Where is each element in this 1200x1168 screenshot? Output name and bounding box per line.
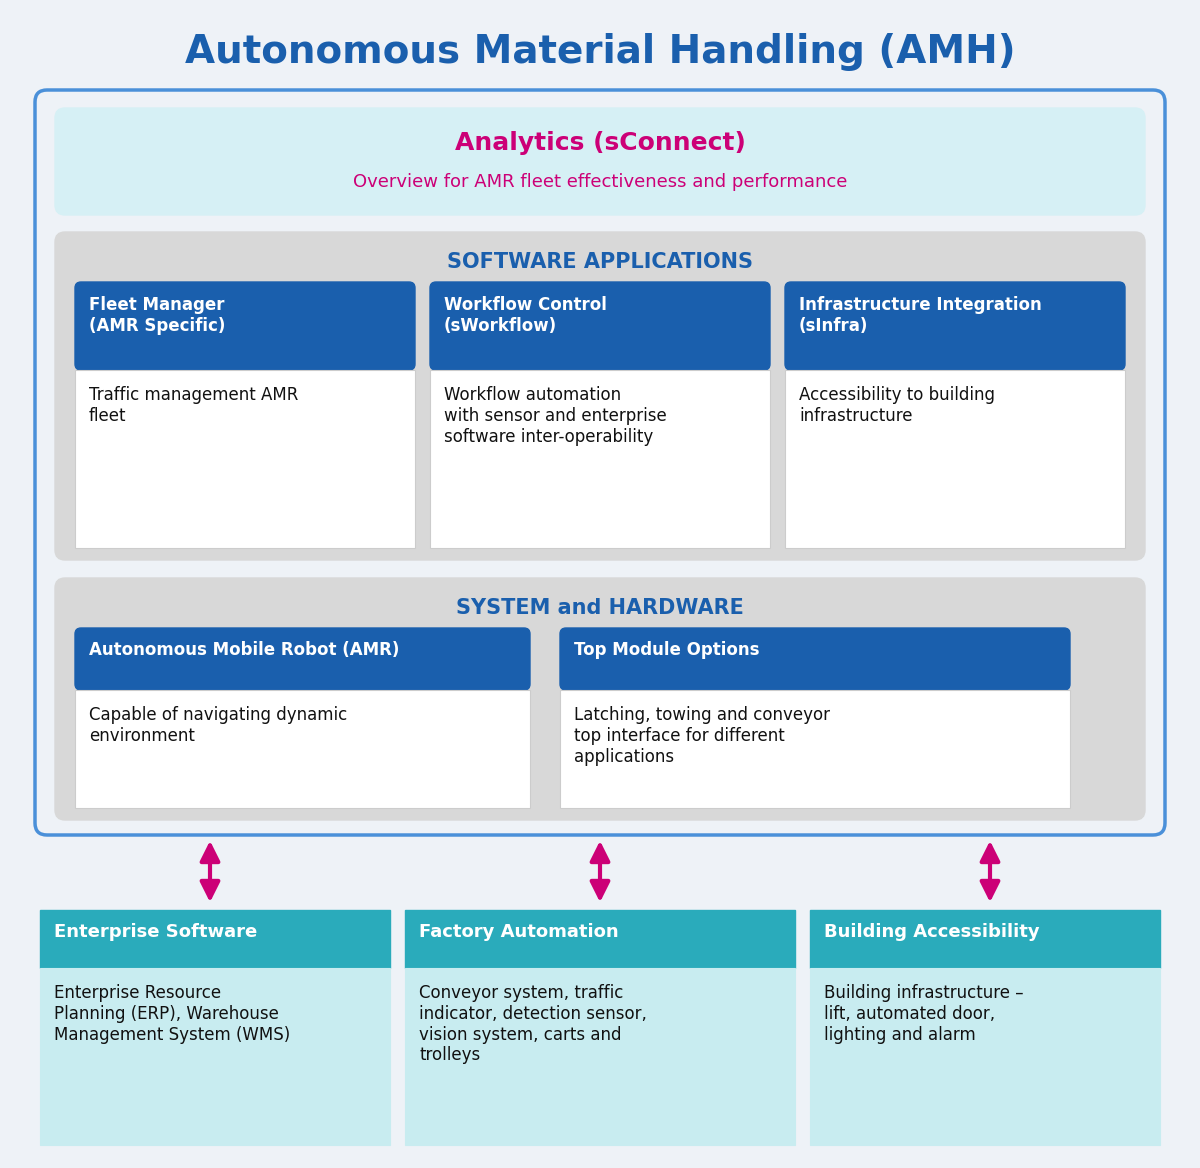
Text: Top Module Options: Top Module Options bbox=[574, 641, 760, 659]
Text: Workflow automation
with sensor and enterprise
software inter-operability: Workflow automation with sensor and ente… bbox=[444, 385, 667, 446]
Bar bbox=[406, 910, 796, 968]
Bar bbox=[74, 370, 415, 548]
Text: Building infrastructure –
lift, automated door,
lighting and alarm: Building infrastructure – lift, automate… bbox=[824, 983, 1024, 1043]
Bar bbox=[40, 910, 390, 968]
Text: Overview for AMR fleet effectiveness and performance: Overview for AMR fleet effectiveness and… bbox=[353, 173, 847, 192]
FancyBboxPatch shape bbox=[55, 107, 1145, 215]
FancyBboxPatch shape bbox=[35, 90, 1165, 835]
Text: Infrastructure Integration
(sInfra): Infrastructure Integration (sInfra) bbox=[799, 296, 1042, 335]
Text: Building Accessibility: Building Accessibility bbox=[824, 923, 1039, 941]
Bar bbox=[810, 910, 1160, 968]
Text: Fleet Manager
(AMR Specific): Fleet Manager (AMR Specific) bbox=[89, 296, 226, 335]
FancyBboxPatch shape bbox=[430, 281, 770, 370]
Bar bbox=[406, 968, 796, 1145]
Text: Latching, towing and conveyor
top interface for different
applications: Latching, towing and conveyor top interf… bbox=[574, 705, 830, 765]
Text: Enterprise Software: Enterprise Software bbox=[54, 923, 257, 941]
Text: Workflow Control
(sWorkflow): Workflow Control (sWorkflow) bbox=[444, 296, 607, 335]
Text: Autonomous Material Handling (AMH): Autonomous Material Handling (AMH) bbox=[185, 33, 1015, 71]
FancyBboxPatch shape bbox=[560, 628, 1070, 690]
Text: Analytics (sConnect): Analytics (sConnect) bbox=[455, 131, 745, 155]
Text: Conveyor system, traffic
indicator, detection sensor,
vision system, carts and
t: Conveyor system, traffic indicator, dete… bbox=[419, 983, 647, 1064]
Bar bbox=[430, 370, 770, 548]
Text: Autonomous Mobile Robot (AMR): Autonomous Mobile Robot (AMR) bbox=[89, 641, 400, 659]
Text: Capable of navigating dynamic
environment: Capable of navigating dynamic environmen… bbox=[89, 705, 347, 745]
Text: Accessibility to building
infrastructure: Accessibility to building infrastructure bbox=[799, 385, 995, 425]
Text: Enterprise Resource
Planning (ERP), Warehouse
Management System (WMS): Enterprise Resource Planning (ERP), Ware… bbox=[54, 983, 290, 1043]
Bar bbox=[74, 690, 530, 808]
FancyBboxPatch shape bbox=[55, 578, 1145, 820]
FancyBboxPatch shape bbox=[74, 281, 415, 370]
Text: SOFTWARE APPLICATIONS: SOFTWARE APPLICATIONS bbox=[446, 252, 754, 272]
Text: Factory Automation: Factory Automation bbox=[419, 923, 619, 941]
Bar bbox=[560, 690, 1070, 808]
FancyBboxPatch shape bbox=[74, 628, 530, 690]
Bar bbox=[40, 968, 390, 1145]
Bar bbox=[785, 370, 1126, 548]
Text: Traffic management AMR
fleet: Traffic management AMR fleet bbox=[89, 385, 299, 425]
Bar bbox=[810, 968, 1160, 1145]
Text: SYSTEM and HARDWARE: SYSTEM and HARDWARE bbox=[456, 598, 744, 618]
FancyBboxPatch shape bbox=[785, 281, 1126, 370]
FancyBboxPatch shape bbox=[55, 232, 1145, 559]
